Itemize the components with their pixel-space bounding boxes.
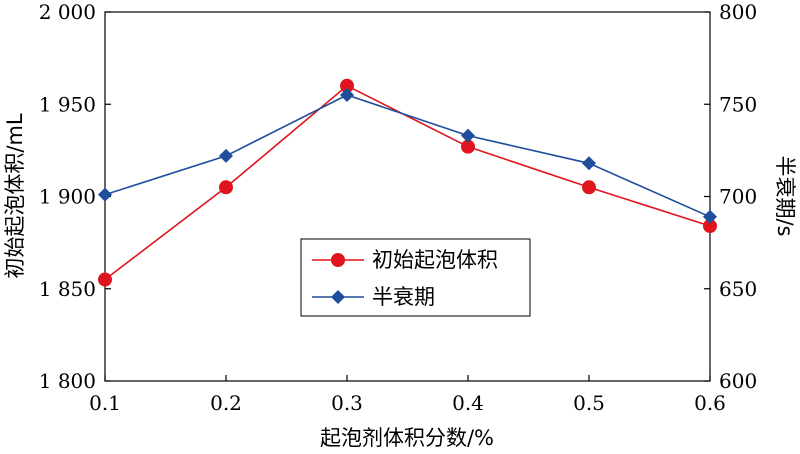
data-point-circle xyxy=(98,272,112,287)
x-tick-label: 0.3 xyxy=(331,391,363,415)
x-axis-label: 起泡剂体积分数/% xyxy=(320,426,494,450)
data-point-diamond xyxy=(219,148,233,163)
y-tick-label: 1 850 xyxy=(39,277,96,301)
data-point-circle xyxy=(582,180,596,195)
legend-swatch-diamond-marker xyxy=(331,290,345,304)
data-point-circle xyxy=(703,219,717,234)
y-tick-label: 1 900 xyxy=(39,185,96,209)
y2-tick-label: 650 xyxy=(719,277,757,301)
data-point-circle xyxy=(461,139,475,154)
data-point-diamond xyxy=(98,187,112,202)
y-tick-label: 2 000 xyxy=(39,0,96,24)
data-point-diamond xyxy=(703,209,717,224)
y-tick-label: 1 800 xyxy=(39,369,96,393)
x-tick-label: 0.2 xyxy=(210,391,242,415)
x-tick-label: 0.6 xyxy=(694,391,726,415)
data-point-diamond xyxy=(582,156,596,171)
x-tick-label: 0.4 xyxy=(452,391,484,415)
x-tick-label: 0.5 xyxy=(573,391,605,415)
legend-swatch-circle-marker xyxy=(331,253,345,267)
legend-label: 半衰期 xyxy=(372,285,435,309)
legend-item-half-life: 半衰期 xyxy=(312,285,435,309)
data-point-circle xyxy=(340,78,354,93)
x-tick-label: 0.1 xyxy=(89,391,121,415)
y2-tick-label: 750 xyxy=(719,92,757,116)
series-line-1 xyxy=(104,94,711,218)
legend-box xyxy=(300,238,531,317)
axis-tick-labels: 0.1 0.2 0.3 0.4 0.5 0.6 1 800 1 850 1 900 1 950 2 … xyxy=(39,0,757,415)
y-axis-label: 初始起泡体积/mL xyxy=(3,113,27,279)
series-line-0 xyxy=(104,84,711,281)
y-tick-label: 1 950 xyxy=(39,92,96,116)
y2-axis-label: 半衰期/s xyxy=(773,155,797,236)
data-point-diamond xyxy=(461,128,475,143)
data-point-circle xyxy=(219,180,233,195)
y2-tick-label: 800 xyxy=(719,0,757,24)
legend: 初始起泡体积 半衰期 xyxy=(300,238,531,317)
legend-item-initial-volume: 初始起泡体积 xyxy=(312,248,498,272)
data-point-diamond xyxy=(340,88,354,103)
series-layer xyxy=(98,78,717,287)
y2-tick-label: 700 xyxy=(719,185,757,209)
legend-label: 初始起泡体积 xyxy=(372,248,498,272)
y2-tick-label: 600 xyxy=(719,369,757,393)
